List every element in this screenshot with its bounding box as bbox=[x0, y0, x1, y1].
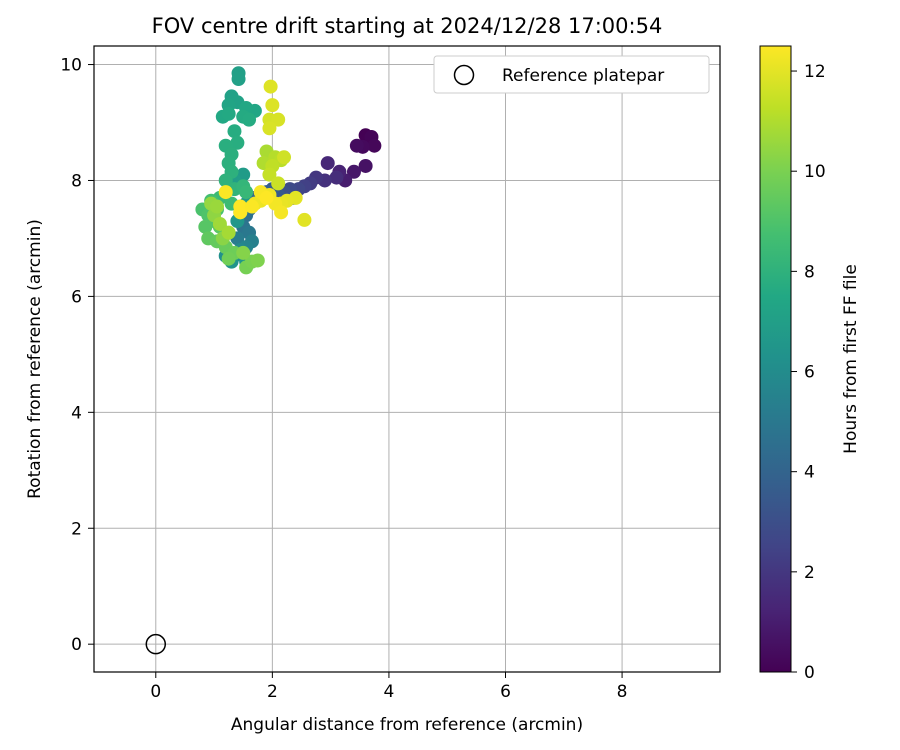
reference-platepar-marker bbox=[145, 633, 167, 655]
x-tick-label: 6 bbox=[500, 682, 511, 702]
scatter-point bbox=[250, 253, 265, 268]
y-tick-label: 8 bbox=[71, 171, 82, 191]
colorbar-ticks: 0 2 4 6 8 10 12 bbox=[791, 62, 826, 683]
scatter-point bbox=[221, 106, 236, 121]
scatter-point bbox=[346, 164, 361, 179]
colorbar-tick-label: 4 bbox=[804, 463, 815, 483]
colorbar: 0 2 4 6 8 10 12 Hours from first FF file bbox=[759, 45, 861, 683]
scatter-point bbox=[320, 156, 335, 171]
scatter-point bbox=[239, 185, 254, 200]
scatter-point bbox=[271, 176, 286, 191]
legend-marker bbox=[453, 64, 475, 86]
scatter-point bbox=[231, 72, 246, 87]
scatter-point bbox=[236, 245, 251, 260]
y-tick-label: 6 bbox=[71, 287, 82, 307]
colorbar-tick-label: 12 bbox=[804, 62, 826, 82]
colorbar-label: Hours from first FF file bbox=[841, 264, 861, 454]
x-axis-ticks: 0 2 4 6 8 bbox=[150, 672, 627, 702]
x-tick-label: 4 bbox=[384, 682, 395, 702]
scatter-point bbox=[271, 112, 286, 127]
legend-label: Reference platepar bbox=[502, 66, 664, 86]
scatter-point bbox=[329, 170, 344, 185]
scatter-point bbox=[358, 158, 373, 173]
colorbar-gradient bbox=[759, 45, 792, 673]
scatter-point bbox=[230, 135, 245, 150]
scatter-point bbox=[221, 225, 236, 240]
scatter-point bbox=[233, 199, 248, 214]
scatter-point bbox=[209, 199, 224, 214]
x-tick-label: 0 bbox=[150, 682, 161, 702]
y-tick-label: 0 bbox=[71, 635, 82, 655]
grid bbox=[94, 46, 720, 672]
chart-title: FOV centre drift starting at 2024/12/28 … bbox=[152, 14, 663, 38]
y-tick-label: 4 bbox=[71, 403, 82, 423]
plot-frame bbox=[93, 45, 721, 673]
scatter-point bbox=[349, 138, 364, 153]
legend-box bbox=[433, 55, 710, 94]
y-tick-label: 10 bbox=[60, 56, 82, 76]
scatter-point bbox=[367, 138, 382, 153]
scatter-point bbox=[221, 251, 236, 266]
y-tick-label: 2 bbox=[71, 519, 82, 539]
x-tick-label: 8 bbox=[617, 682, 628, 702]
scatter-point bbox=[212, 216, 227, 231]
colorbar-tick-label: 2 bbox=[804, 563, 815, 583]
scatter-points bbox=[195, 66, 382, 275]
scatter-point bbox=[218, 173, 233, 188]
scatter-point bbox=[297, 212, 312, 227]
scatter-point bbox=[198, 219, 213, 234]
x-tick-label: 2 bbox=[267, 682, 278, 702]
scatter-point bbox=[277, 150, 292, 165]
scatter-point bbox=[265, 98, 280, 113]
y-axis-label: Rotation from reference (arcmin) bbox=[25, 219, 45, 499]
colorbar-tick-label: 0 bbox=[804, 663, 815, 683]
scatter-point bbox=[218, 185, 233, 200]
scatter-point bbox=[274, 205, 289, 220]
scatter-point bbox=[242, 112, 257, 127]
y-axis-ticks: 0 2 4 6 8 10 bbox=[60, 56, 94, 655]
scatter-point bbox=[263, 79, 278, 94]
x-axis-label: Angular distance from reference (arcmin) bbox=[231, 715, 583, 735]
scatter-point bbox=[244, 199, 259, 214]
colorbar-tick-label: 10 bbox=[804, 162, 826, 182]
scatter-point bbox=[259, 190, 274, 205]
scatter-point bbox=[262, 167, 277, 182]
legend: Reference platepar bbox=[433, 55, 710, 94]
scatter-point bbox=[227, 124, 242, 139]
colorbar-tick-label: 6 bbox=[804, 363, 815, 383]
scatter-point bbox=[262, 121, 277, 136]
colorbar-tick-label: 8 bbox=[804, 262, 815, 282]
